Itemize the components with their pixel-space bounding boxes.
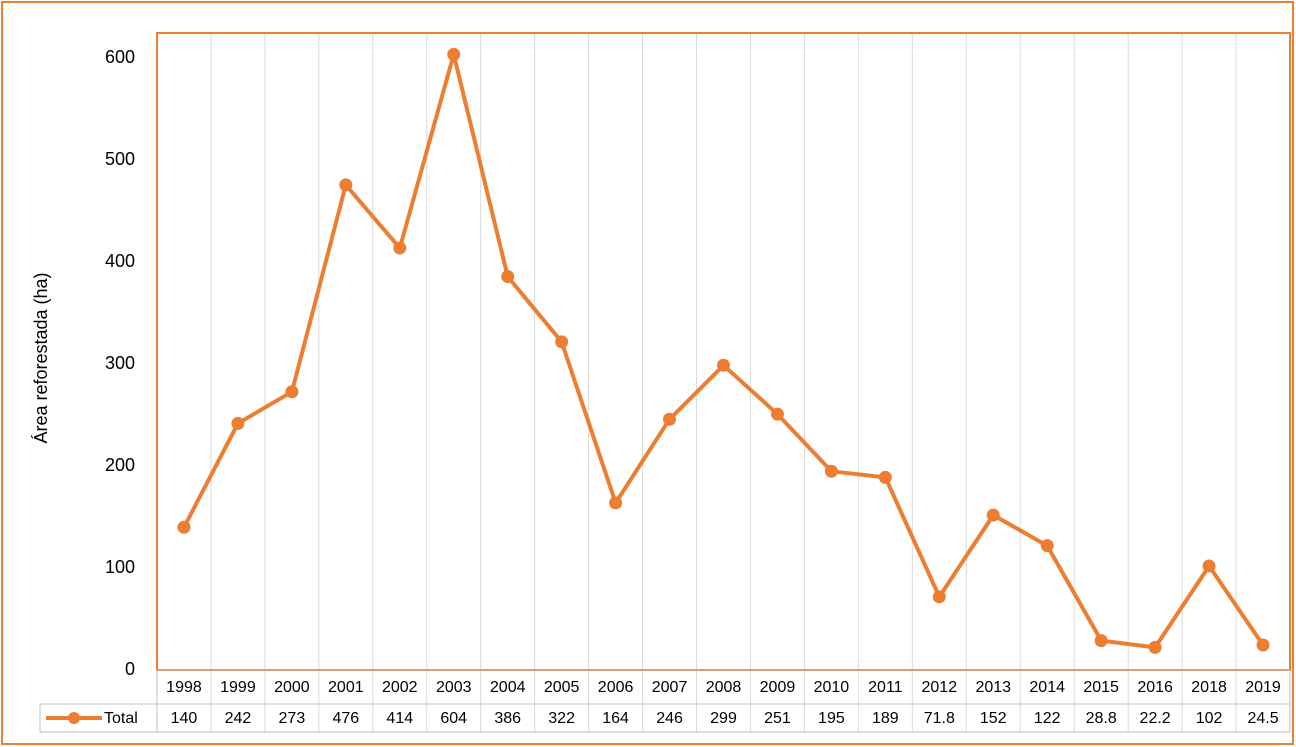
data-table-value: 299 [710,710,737,727]
point [231,416,245,430]
y-tick-label: 200 [105,455,135,475]
x-tick-label: 2000 [274,679,310,696]
x-tick-label: 2015 [1083,679,1119,696]
y-axis-label: Área reforestada (ha) [31,272,51,443]
data-table-value: 242 [225,710,252,727]
x-tick-label: 2010 [814,679,850,696]
point [339,178,353,192]
point [717,358,730,372]
x-tick-label: 2004 [490,679,526,696]
point [1040,539,1054,553]
data-table-value: 246 [656,710,683,727]
x-tick-label: 2019 [1245,679,1281,696]
legend-label: Total [104,710,138,727]
x-tick-label: 2013 [975,679,1011,696]
point [1148,640,1162,654]
data-table-value: 164 [602,710,629,727]
data-table-value: 22.2 [1140,710,1171,727]
point [285,385,299,399]
x-tick-label: 2016 [1137,679,1173,696]
data-table-value: 476 [332,710,359,727]
legend-marker [68,712,80,724]
point [824,464,838,478]
data-table-value: 28.8 [1086,710,1117,727]
data-table-value: 414 [386,710,413,727]
x-tick-label: 2006 [598,679,634,696]
x-tick-label: 1998 [166,679,202,696]
x-tick-label: 2001 [328,679,364,696]
x-tick-label: 2009 [760,679,796,696]
point [663,412,677,426]
y-tick-label: 500 [105,149,135,169]
x-tick-label: 2005 [544,679,580,696]
data-table-value: 189 [872,710,899,727]
x-tick-label: 2002 [382,679,418,696]
x-tick-label: 2007 [652,679,688,696]
data-table-value: 152 [980,710,1007,727]
point [393,241,407,255]
point [447,47,461,61]
x-tick-label: 2012 [922,679,958,696]
x-tick-label: 1999 [220,679,256,696]
x-tick-label: 2018 [1191,679,1227,696]
point [1202,559,1216,573]
data-table-value: 140 [171,710,198,727]
point [770,407,784,421]
point [501,270,515,284]
data-table-value: 386 [494,710,521,727]
point [555,335,569,349]
x-tick-label: 2014 [1029,679,1065,696]
data-table-value: 102 [1196,710,1223,727]
data-table-value: 273 [279,710,306,727]
data-table-value: 322 [548,710,575,727]
point [878,470,892,484]
y-tick-label: 100 [105,557,135,577]
point [1256,638,1270,652]
x-tick-label: 2011 [868,679,903,696]
data-table-value: 604 [440,710,467,727]
point [177,520,191,534]
y-tick-label: 0 [125,659,135,679]
data-table-value: 251 [764,710,791,727]
point [932,590,946,604]
data-table-value: 195 [818,710,845,727]
data-table-value: 71.8 [924,710,955,727]
data-table-value: 24.5 [1247,710,1278,727]
point [1094,634,1108,648]
point [609,496,623,510]
point [986,508,1000,522]
x-tick-label: 2008 [706,679,742,696]
y-tick-label: 400 [105,251,135,271]
x-tick-label: 2003 [436,679,472,696]
y-tick-label: 600 [105,47,135,67]
data-table-value: 122 [1034,710,1061,727]
y-tick-label: 300 [105,353,135,373]
